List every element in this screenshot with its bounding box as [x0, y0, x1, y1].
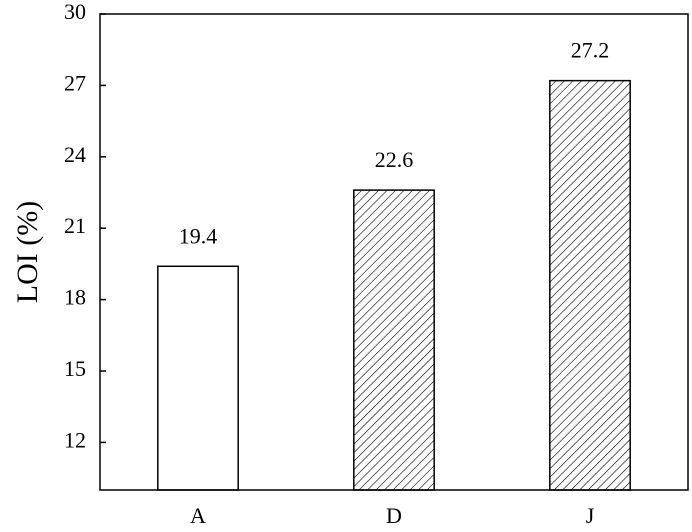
x-tick-label: D: [386, 503, 402, 528]
y-axis-label: LOI (%): [11, 201, 44, 303]
y-tick-label: 27: [64, 70, 86, 95]
plot-frame: [99, 13, 689, 491]
value-label: 19.4: [179, 223, 218, 248]
y-tick-label: 12: [64, 427, 86, 452]
x-tick-label: J: [586, 503, 595, 528]
y-tick-label: 21: [64, 213, 86, 238]
y-tick-label: 18: [64, 285, 86, 310]
value-label: 22.6: [375, 147, 414, 172]
bar: [353, 189, 435, 491]
y-tick-label: 30: [64, 0, 86, 24]
bar: [157, 265, 239, 491]
bar: [549, 79, 631, 491]
x-tick-label: A: [190, 503, 206, 528]
y-tick-label: 24: [64, 142, 86, 167]
value-label: 27.2: [571, 38, 610, 63]
y-tick-label: 15: [64, 356, 86, 381]
